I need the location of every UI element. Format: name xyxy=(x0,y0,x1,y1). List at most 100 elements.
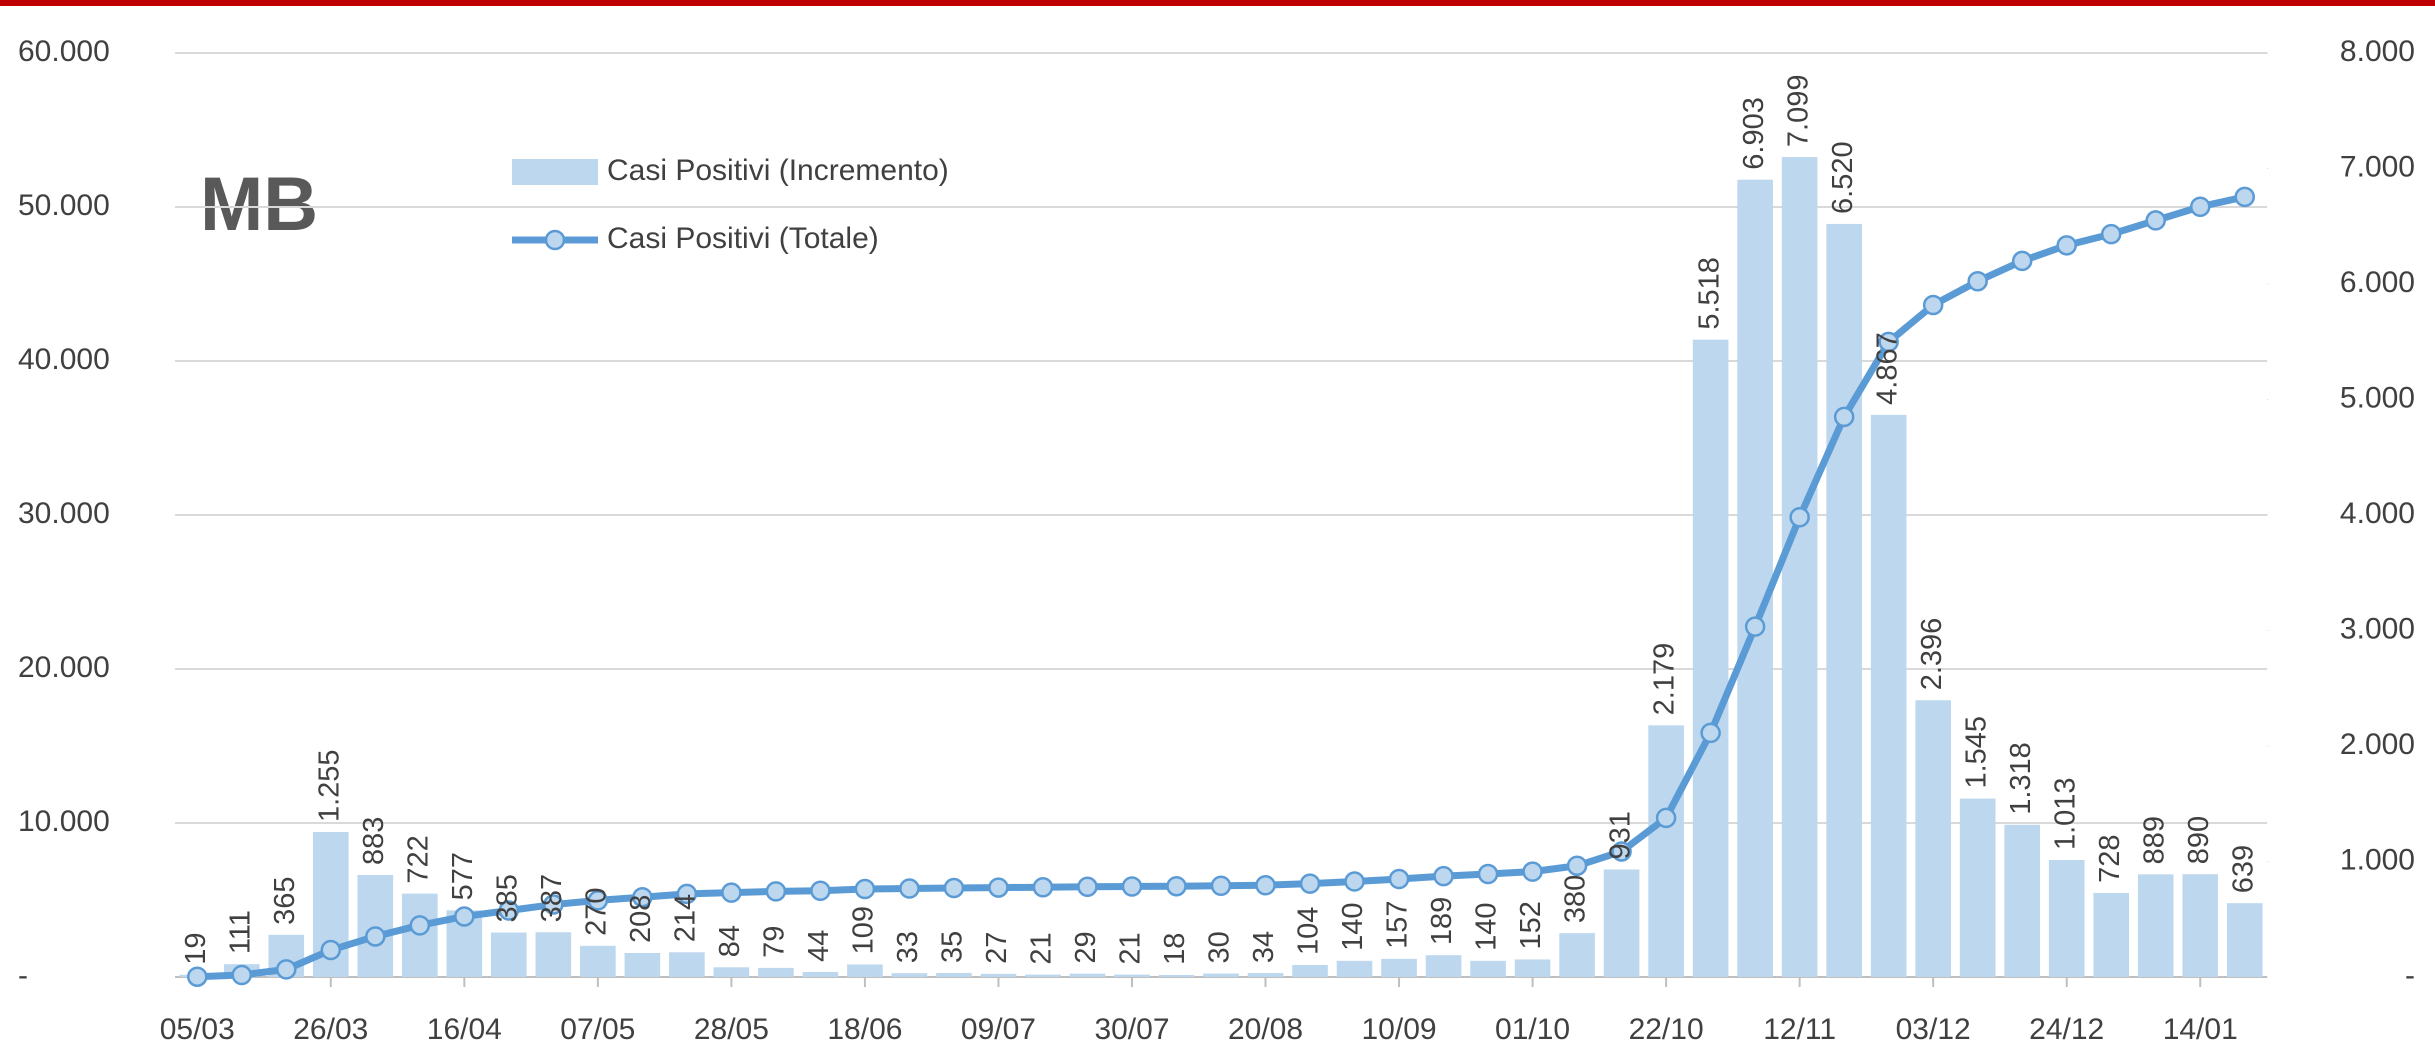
line-marker xyxy=(1299,873,1321,894)
line-marker xyxy=(543,894,564,915)
y-tick-label: 30.000 xyxy=(18,497,110,530)
data-label: 30 xyxy=(1204,931,1236,963)
line-marker xyxy=(498,900,520,921)
line-marker xyxy=(365,926,386,947)
bar xyxy=(1737,179,1773,978)
bar xyxy=(1069,973,1106,977)
y2-tick-label: 8.000 xyxy=(2340,35,2415,68)
line-marker xyxy=(2100,223,2122,245)
data-label: 380 xyxy=(1560,875,1592,923)
line-marker xyxy=(1166,875,1187,897)
legend-label: Casi Positivi (Totale) xyxy=(607,222,879,255)
legend-swatch xyxy=(512,159,598,185)
bar xyxy=(1603,869,1640,977)
y2-tick-label: 7.000 xyxy=(2340,150,2415,183)
x-tick-label: 24/12 xyxy=(2029,1013,2104,1046)
data-label: 931 xyxy=(1604,811,1636,859)
y-tick-label: 20.000 xyxy=(18,651,110,684)
line-marker xyxy=(2189,196,2211,217)
x-tick-label: 03/12 xyxy=(1896,1013,1971,1046)
bar xyxy=(1025,974,1061,977)
data-label: 111 xyxy=(224,910,256,954)
y-tick-label: 40.000 xyxy=(18,343,110,376)
line-marker xyxy=(1878,331,1899,353)
line-marker xyxy=(1700,722,1721,744)
x-tick-label: 26/03 xyxy=(293,1013,368,1046)
line-marker xyxy=(810,880,831,901)
bar xyxy=(1959,798,1996,977)
line-marker xyxy=(988,877,1009,898)
bar xyxy=(891,973,928,977)
line-marker xyxy=(276,959,297,980)
line-marker xyxy=(1522,861,1543,882)
bar xyxy=(2137,874,2174,977)
bar xyxy=(758,967,794,977)
line-marker xyxy=(1388,868,1410,890)
line-marker xyxy=(1121,876,1143,897)
x-tick-label: 10/09 xyxy=(1362,1013,1437,1046)
data-label: 79 xyxy=(759,926,791,958)
data-label: 27 xyxy=(981,932,1013,964)
data-label: 1.318 xyxy=(2005,742,2037,815)
x-tick-label: 01/10 xyxy=(1495,1013,1570,1046)
data-label: 6.903 xyxy=(1738,97,1770,170)
line-marker xyxy=(2234,186,2255,208)
bar xyxy=(1781,157,1818,978)
bar xyxy=(624,952,661,977)
line-marker xyxy=(1433,865,1454,887)
bar xyxy=(1247,973,1284,977)
line-marker xyxy=(1789,507,1810,528)
data-label: 21 xyxy=(1115,932,1147,964)
data-label: 387 xyxy=(536,874,568,922)
y-tick-label: 10.000 xyxy=(18,805,110,838)
bar xyxy=(980,973,1017,977)
bar xyxy=(2093,892,2130,977)
bar xyxy=(1915,700,1951,977)
x-tick-label: 07/05 xyxy=(560,1013,635,1046)
bar xyxy=(1203,973,1239,977)
x-tick-label: 16/04 xyxy=(427,1013,502,1046)
line-marker xyxy=(854,878,876,900)
line-marker xyxy=(721,882,742,903)
bar xyxy=(491,932,527,977)
bar xyxy=(2004,824,2040,977)
bar xyxy=(1514,959,1551,977)
y2-tick-label: 3.000 xyxy=(2340,612,2415,645)
line-marker xyxy=(587,890,609,911)
bar xyxy=(535,932,572,977)
y-tick-label: - xyxy=(18,959,28,992)
top-border xyxy=(0,0,2435,6)
line-marker xyxy=(1566,855,1588,877)
bar xyxy=(1826,223,1862,977)
line-marker xyxy=(943,877,965,899)
line-marker xyxy=(2011,250,2033,272)
line-marker xyxy=(1344,871,1365,892)
data-label: 104 xyxy=(1293,907,1325,955)
data-label: 157 xyxy=(1382,900,1414,948)
bar xyxy=(1559,933,1595,977)
line-marker xyxy=(1833,406,1855,428)
data-label: 214 xyxy=(670,894,702,942)
data-label: 270 xyxy=(581,887,613,935)
data-label: 639 xyxy=(2227,845,2259,893)
line-marker xyxy=(676,883,698,905)
y2-tick-label: 1.000 xyxy=(2340,843,2415,876)
line-marker xyxy=(1967,270,1988,292)
data-label: 152 xyxy=(1515,901,1547,949)
bar xyxy=(580,945,616,977)
y-tick-label: 50.000 xyxy=(18,189,110,222)
bar xyxy=(1381,958,1417,977)
x-tick-label: 12/11 xyxy=(1763,1013,1836,1046)
bar xyxy=(1292,964,1328,977)
line-marker xyxy=(1922,294,1944,316)
line-marker xyxy=(1255,874,1276,896)
data-label: 33 xyxy=(892,931,924,963)
data-label: 140 xyxy=(1471,902,1503,950)
data-label: 34 xyxy=(1248,931,1280,963)
bar xyxy=(936,972,972,977)
bar xyxy=(1648,725,1684,977)
bar xyxy=(2226,903,2263,977)
data-label: 44 xyxy=(803,930,835,962)
bar xyxy=(847,964,883,977)
